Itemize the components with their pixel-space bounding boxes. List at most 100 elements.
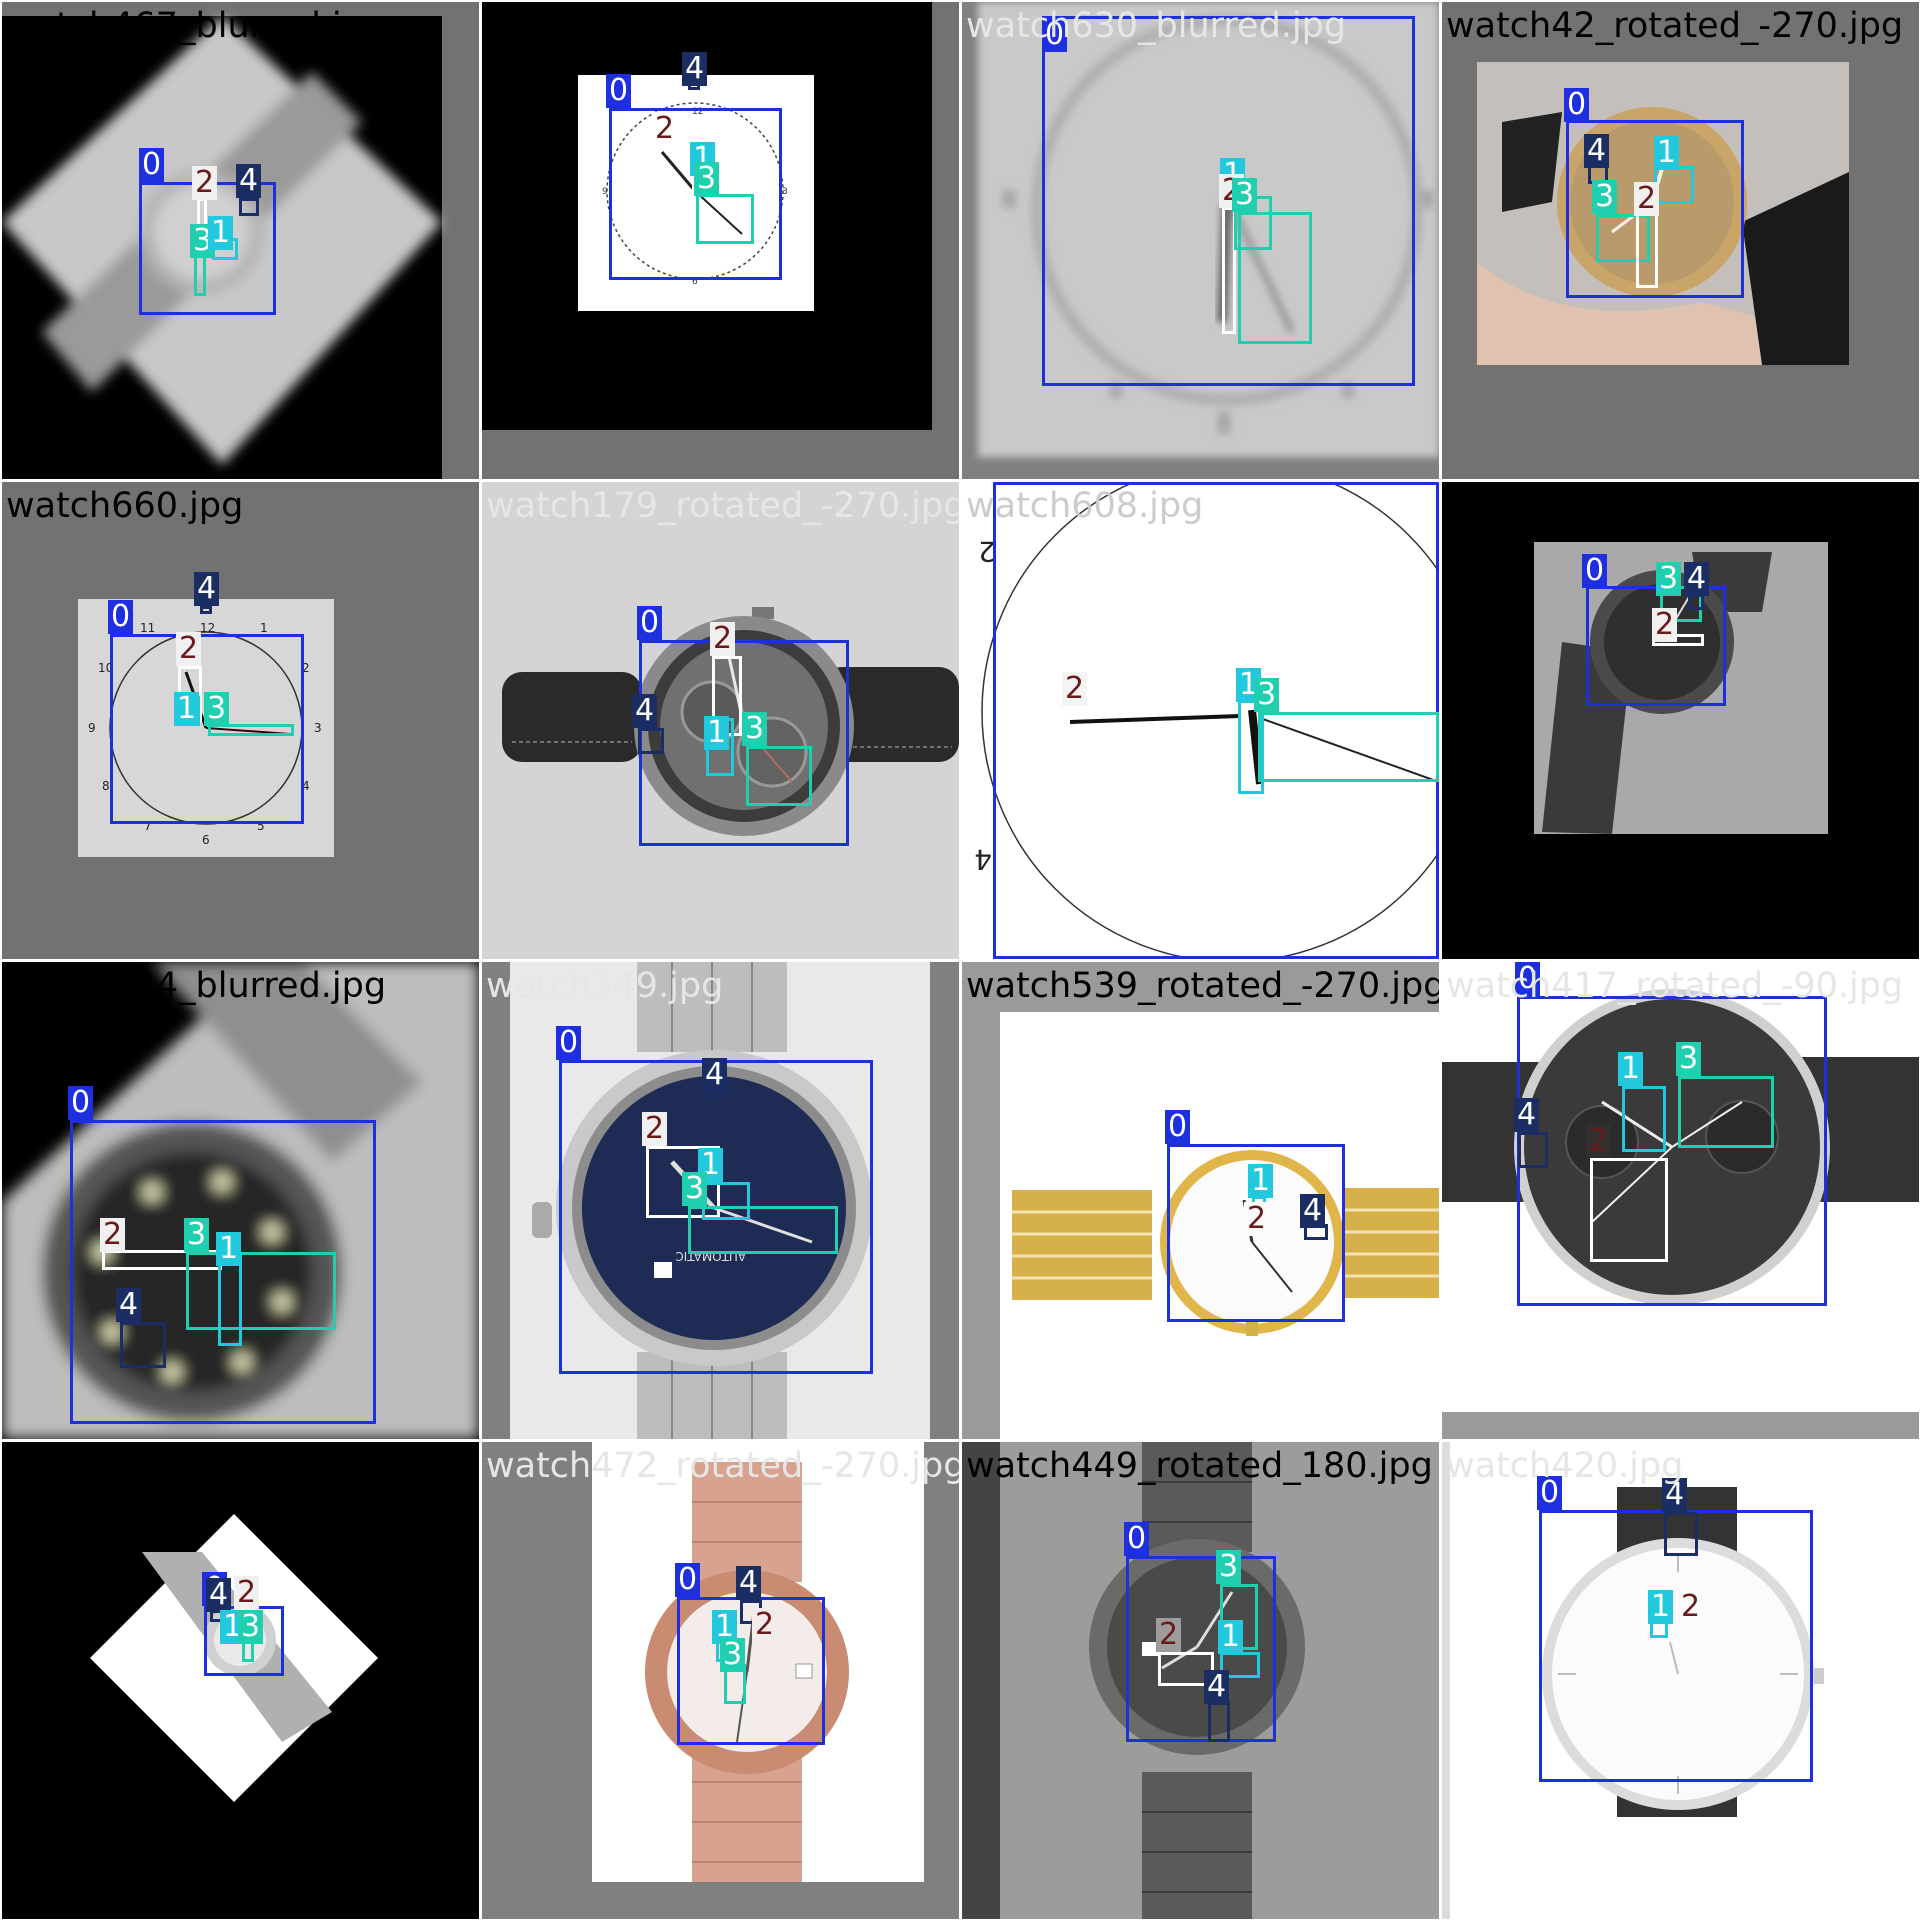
bbox-label: 2 xyxy=(1244,1202,1270,1236)
bbox-3 xyxy=(1596,214,1650,262)
bbox-4 xyxy=(1518,1132,1548,1168)
bbox-0 xyxy=(110,634,304,824)
bbox-label: 3 xyxy=(1232,178,1258,212)
bbox-label: 4 xyxy=(1204,1670,1230,1704)
bbox-label: 3 xyxy=(1656,562,1682,596)
bbox-label: 0 xyxy=(606,74,632,108)
bbox-2 xyxy=(1590,1158,1668,1262)
bbox-4 xyxy=(200,606,212,614)
tile-watch349[interactable]: AUTOMATIC watch349.jpg 0 4 2 1 3 xyxy=(482,962,959,1439)
bbox-label: 3 xyxy=(1254,678,1280,712)
bbox-0 xyxy=(1167,1144,1345,1322)
bbox-label: 0 xyxy=(675,1563,701,1597)
tile-watch420[interactable]: watch420.jpg 0 4 1 2 xyxy=(1442,1442,1919,1919)
tile-watch417-rotated[interactable]: watch417_rotated_-90.jpg 0 1 3 4 2 xyxy=(1442,962,1919,1439)
watch-image xyxy=(482,1442,959,1919)
bbox-label: 2 xyxy=(752,1608,778,1642)
bbox-label: 0 xyxy=(1537,1476,1563,1510)
bbox-1 xyxy=(1654,166,1694,204)
bbox-label: 2 xyxy=(1156,1618,1182,1652)
svg-text:8: 8 xyxy=(102,779,110,793)
filename-label: watch179_rotated_-270.jpg xyxy=(486,486,959,526)
tile-watch467-blurred[interactable]: watch467_blurred.jpg 0 2 4 3 1 xyxy=(2,2,479,479)
bbox-4 xyxy=(1208,1702,1230,1742)
watch-image xyxy=(2,962,479,1439)
bbox-3b xyxy=(1238,212,1312,344)
svg-text:9: 9 xyxy=(602,187,608,197)
bbox-label: 2 xyxy=(234,1576,260,1610)
bbox-label: 4 xyxy=(1514,1098,1540,1132)
svg-text:5: 5 xyxy=(257,819,265,833)
bbox-4 xyxy=(1688,594,1704,610)
filename-label: watch539_rotated_-270.jpg xyxy=(966,966,1439,1006)
filename-label: watch660.jpg xyxy=(6,486,244,526)
svg-text:3: 3 xyxy=(782,187,788,197)
tile-watch524-blurred[interactable]: watch524_blurred.jpg 0 2 3 1 4 xyxy=(2,962,479,1439)
tile-watch62-zoom-out[interactable]: watch62_zoom_out.jpg 0 3 4 2 xyxy=(1442,482,1919,959)
tile-watch467-zoom-out[interactable]: watch467_zoom_out.jpg 0 4 2 1 3 xyxy=(2,1442,479,1919)
bbox-label: 2 xyxy=(652,112,678,146)
bbox-label: 2 xyxy=(1634,182,1660,216)
bbox-label: 4 xyxy=(1662,1478,1688,1512)
bbox-label: 0 xyxy=(68,1086,94,1120)
filename-label: watch571_zoom_out.jpg xyxy=(486,6,911,46)
svg-text:10: 10 xyxy=(98,661,113,675)
bbox-label: 4 xyxy=(116,1288,142,1322)
bbox-label: 2 xyxy=(176,632,202,666)
watch-image xyxy=(962,962,1439,1439)
bbox-label: 1 xyxy=(1654,136,1680,170)
bbox-label: 1 xyxy=(208,216,234,250)
filename-label: watch524_blurred.jpg xyxy=(6,966,387,1006)
watch-image xyxy=(1442,962,1919,1439)
bbox-label: 1 xyxy=(704,716,730,750)
bbox-label: 0 xyxy=(1042,18,1068,52)
tile-watch449-rotated[interactable]: watch449_rotated_180.jpg 0 3 2 1 4 xyxy=(962,1442,1439,1919)
tile-watch179-rotated[interactable]: watch179_rotated_-270.jpg 0 2 4 1 3 xyxy=(482,482,959,959)
bbox-label: 4 xyxy=(194,572,220,606)
filename-label: watch630_blurred.jpg xyxy=(966,6,1347,46)
bbox-label: 2 xyxy=(1586,1124,1612,1158)
watch-image xyxy=(962,2,1439,479)
filename-label: watch417_rotated_-90.jpg xyxy=(1446,966,1904,1006)
bbox-3 xyxy=(696,194,754,244)
bbox-label: 3 xyxy=(682,1172,708,1206)
filename-label: watch62_zoom_out.jpg xyxy=(1446,486,1849,526)
tile-watch42-rotated[interactable]: watch42_rotated_-270.jpg 0 4 1 3 2 xyxy=(1442,2,1919,479)
svg-text:9: 9 xyxy=(88,721,96,735)
bbox-4 xyxy=(120,1322,166,1368)
tile-watch571-zoom-out[interactable]: 12 3 6 9 watch571_zoom_out.jpg 4 0 2 1 3 xyxy=(482,2,959,479)
filename-label: watch467_blurred.jpg xyxy=(6,6,387,46)
svg-text:4: 4 xyxy=(302,779,310,793)
bbox-1 xyxy=(218,1252,242,1346)
bbox-label: 2 xyxy=(710,622,736,656)
bbox-label: 3 xyxy=(1676,1042,1702,1076)
bbox-label: 3 xyxy=(184,1218,210,1252)
tile-watch608[interactable]: 2 4 watch608.jpg 0 2 1 3 xyxy=(962,482,1439,959)
bbox-label: 4 xyxy=(1684,562,1710,596)
watch-image: 2 4 xyxy=(962,482,1439,959)
bbox-0 xyxy=(609,108,782,280)
bbox-4 xyxy=(1664,1512,1698,1556)
bbox-2 xyxy=(655,142,695,192)
bbox-4 xyxy=(239,198,259,216)
svg-text:7: 7 xyxy=(144,819,152,833)
tile-watch472-rotated[interactable]: watch472_rotated_-270.jpg 0 4 2 1 3 xyxy=(482,1442,959,1919)
bbox-label: 0 xyxy=(556,1026,582,1060)
bbox-0 xyxy=(1042,16,1415,386)
bbox-label: 2 xyxy=(1652,608,1678,642)
bbox-label: 0 xyxy=(1582,554,1608,588)
watch-image xyxy=(1442,1442,1919,1919)
bbox-3 xyxy=(208,724,294,736)
bbox-label: 3 xyxy=(238,1610,264,1644)
tile-watch630-blurred[interactable]: watch630_blurred.jpg 0 1 2 3 xyxy=(962,2,1439,479)
bbox-label: 0 xyxy=(1564,88,1590,122)
bbox-3 xyxy=(186,1252,336,1330)
svg-text:1: 1 xyxy=(260,621,268,635)
svg-text:3: 3 xyxy=(314,721,322,735)
bbox-4 xyxy=(638,728,664,754)
tile-watch539-rotated[interactable]: watch539_rotated_-270.jpg 0 1 2 4 xyxy=(962,962,1439,1439)
bbox-label: 1 xyxy=(174,692,200,726)
bbox-label: 0 xyxy=(1124,1522,1150,1556)
